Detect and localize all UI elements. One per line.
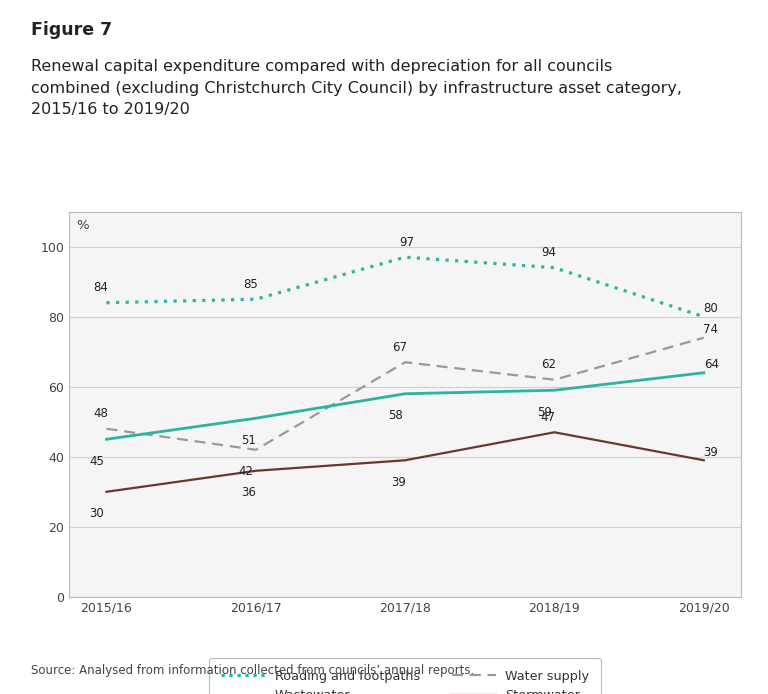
Text: 39: 39	[391, 475, 406, 489]
Text: 67: 67	[392, 341, 407, 354]
Text: 58: 58	[388, 409, 402, 422]
Text: 62: 62	[541, 358, 556, 371]
Text: 36: 36	[241, 486, 257, 499]
Text: 42: 42	[239, 465, 253, 478]
Text: 94: 94	[541, 246, 556, 260]
Text: %: %	[76, 219, 88, 232]
Text: Source: Analysed from information collected from councils’ annual reports.: Source: Analysed from information collec…	[31, 663, 474, 677]
Text: 59: 59	[538, 405, 552, 418]
Text: 30: 30	[89, 507, 104, 520]
Text: Renewal capital expenditure compared with depreciation for all councils
combined: Renewal capital expenditure compared wit…	[31, 59, 682, 117]
Legend: Roading and footpaths, Wastewater, Water supply, Stormwater: Roading and footpaths, Wastewater, Water…	[210, 659, 601, 694]
Text: 97: 97	[399, 236, 414, 249]
Text: 39: 39	[703, 446, 718, 459]
Text: 85: 85	[243, 278, 257, 291]
Text: 45: 45	[89, 455, 104, 468]
Text: 74: 74	[703, 323, 718, 337]
Text: Figure 7: Figure 7	[31, 21, 112, 39]
Text: 84: 84	[94, 281, 108, 294]
Text: 51: 51	[241, 434, 257, 446]
Text: 80: 80	[703, 303, 718, 315]
Text: 64: 64	[704, 358, 720, 371]
Text: 47: 47	[540, 411, 555, 424]
Text: 48: 48	[94, 407, 108, 421]
